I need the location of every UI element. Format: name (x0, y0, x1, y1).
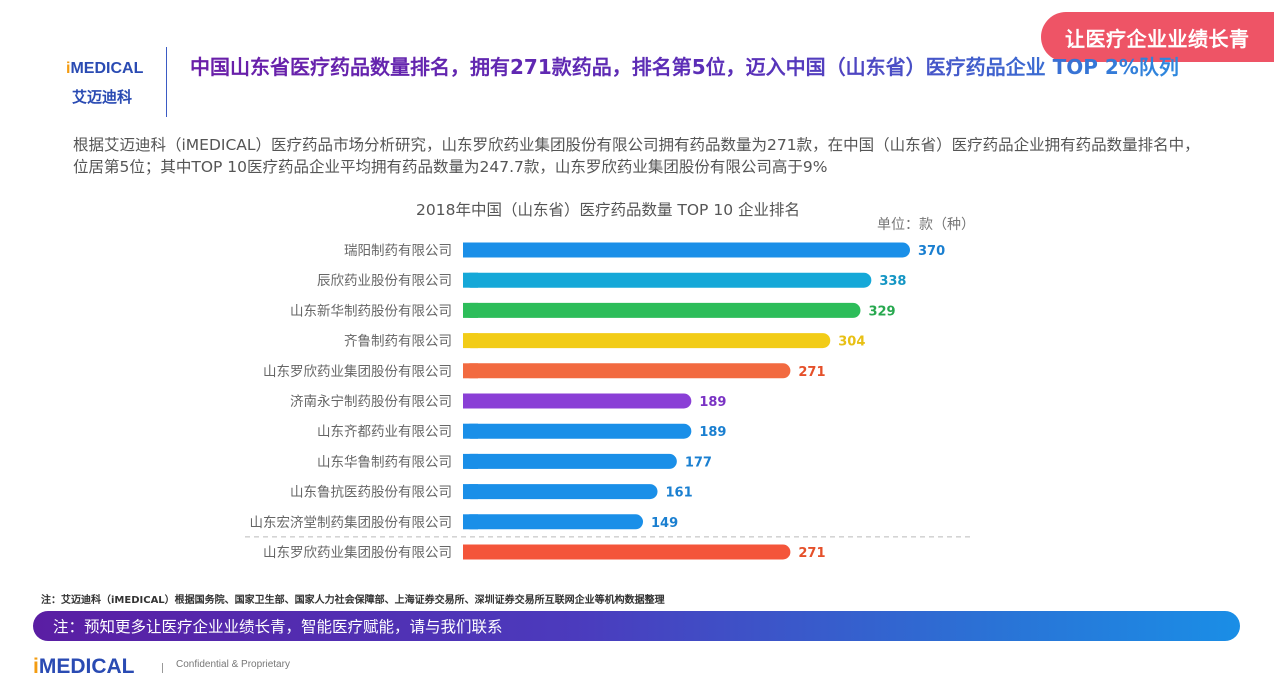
source-note: 注：艾迈迪科（iMEDICAL）根据国务院、国家卫生部、国家人力社会保障部、上海… (41, 595, 665, 606)
bar (463, 484, 658, 500)
slogan-banner: 让医疗企业业绩长青 (1041, 12, 1274, 62)
data-label: 177 (685, 455, 712, 470)
description-text: 根据艾迈迪科（iMEDICAL）医疗药品市场分析研究，山东罗欣药业集团股份有限公… (73, 136, 1200, 176)
footer-divider (162, 663, 163, 673)
bar-base (463, 242, 478, 258)
data-label: 149 (651, 516, 678, 531)
bar-chart: 瑞阳制药有限公司 370 辰欣药业股份有限公司 338 山东新华制药股份有限公司 329 齐… (245, 242, 970, 561)
bar (463, 423, 692, 439)
data-label: 189 (699, 395, 726, 410)
bar-base (463, 363, 478, 379)
logo-chinese-name: 艾迈迪科 (72, 88, 133, 106)
data-label: 271 (798, 365, 825, 380)
category-label: 山东鲁抗医药股份有限公司 (290, 485, 452, 501)
page-title: 中国山东省医疗药品数量排名，拥有271款药品，排名第5位，迈入中国（山东省）医疗… (190, 52, 1200, 82)
imedical-logo: iMEDICAL (66, 60, 144, 77)
bar (463, 333, 831, 349)
bar-base (463, 333, 478, 349)
bar (463, 393, 692, 409)
bar-base (463, 393, 478, 409)
data-label: 329 (868, 304, 895, 319)
category-label: 山东宏济堂制药集团股份有限公司 (250, 515, 453, 531)
data-label: 161 (666, 486, 693, 501)
confidential-label: Confidential & Proprietary (176, 659, 290, 670)
bar-base (463, 514, 478, 530)
contact-banner-text: 注：预知更多让医疗企业业绩长青，智能医疗赋能，请与我们联系 (53, 618, 503, 636)
bar (463, 363, 791, 379)
category-label: 瑞阳制药有限公司 (344, 243, 452, 259)
category-label: 山东新华制药股份有限公司 (290, 303, 452, 319)
bar (463, 514, 644, 530)
bar (463, 302, 861, 318)
category-label: 山东罗欣药业集团股份有限公司 (263, 364, 452, 380)
bar-base (463, 544, 478, 560)
category-label: 辰欣药业股份有限公司 (317, 273, 452, 289)
data-label: 189 (699, 425, 726, 440)
bar-base (463, 423, 478, 439)
data-label: 304 (838, 335, 865, 350)
data-label: 271 (798, 546, 825, 561)
category-label: 山东华鲁制药有限公司 (317, 454, 452, 470)
bar (463, 242, 910, 258)
bar (463, 453, 677, 469)
header-divider (166, 47, 167, 117)
footer-logo: iMEDICAL (33, 655, 135, 678)
bar (463, 544, 791, 560)
data-label: 338 (879, 274, 906, 289)
bar-base (463, 484, 478, 500)
chart-unit-label: 单位：款（种） (877, 217, 975, 233)
data-label: 370 (918, 244, 945, 259)
bar-base (463, 272, 478, 288)
bar-base (463, 453, 478, 469)
category-label: 山东齐都药业有限公司 (317, 424, 452, 440)
category-label: 齐鲁制药有限公司 (344, 334, 452, 350)
category-label: 济南永宁制药股份有限公司 (290, 393, 452, 410)
chart-title: 2018年中国（山东省）医疗药品数量 TOP 10 企业排名 (416, 201, 800, 219)
category-label: 山东罗欣药业集团股份有限公司 (263, 545, 452, 561)
bar-base (463, 302, 478, 318)
contact-banner[interactable]: 注：预知更多让医疗企业业绩长青，智能医疗赋能，请与我们联系 (33, 611, 1240, 641)
bar (463, 272, 872, 288)
